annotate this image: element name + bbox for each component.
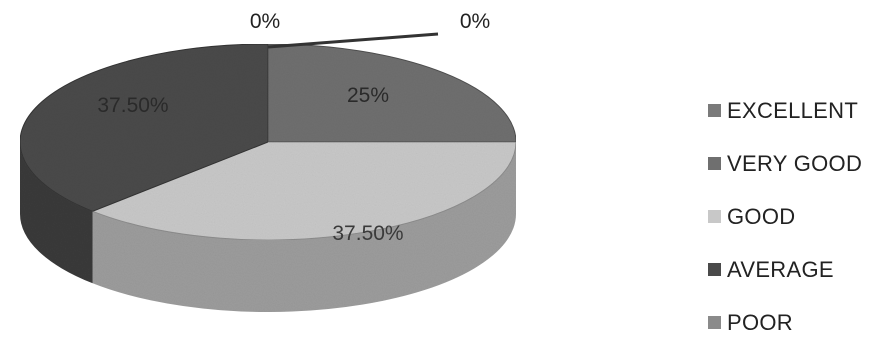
data-label-very-good: 25%	[347, 84, 389, 107]
data-label-average: 37.50%	[332, 222, 403, 245]
pie-slice-average	[19, 43, 269, 212]
pie-side-good	[92, 142, 517, 313]
legend-label-good: GOOD	[727, 203, 796, 229]
legend-label-average: AVERAGE	[727, 256, 834, 282]
data-label-excellent: 0%	[250, 10, 280, 33]
chart-legend: EXCELLENT VERY GOOD GOOD AVERAGE POOR	[708, 84, 862, 349]
pie-slice-very-good	[267, 43, 517, 143]
pie-side-average	[20, 142, 93, 284]
legend-swatch-good	[708, 210, 721, 223]
data-label-good: 37.50%	[97, 94, 168, 117]
legend-item-good: GOOD	[708, 190, 862, 243]
legend-swatch-very-good	[708, 157, 721, 170]
legend-item-excellent: EXCELLENT	[708, 84, 862, 137]
legend-swatch-excellent	[708, 104, 721, 117]
legend-swatch-average	[708, 263, 721, 276]
legend-label-excellent: EXCELLENT	[727, 97, 859, 123]
legend-item-poor: POOR	[708, 296, 862, 349]
legend-label-very-good: VERY GOOD	[727, 150, 863, 176]
zero-slice-leader-line	[267, 32, 439, 49]
legend-item-average: AVERAGE	[708, 243, 862, 296]
legend-label-poor: POOR	[727, 309, 793, 335]
pie-slice-good	[91, 141, 517, 241]
legend-swatch-poor	[708, 316, 721, 329]
pie-chart-svg: 0% 25% 37.50% 37.50% 0%	[19, 10, 517, 313]
pie-chart: 0% 25% 37.50% 37.50% 0% EXCELLENT VERY GOOD …	[19, 10, 862, 335]
legend-item-very-good: VERY GOOD	[708, 137, 862, 190]
data-label-poor: 0%	[460, 10, 490, 33]
